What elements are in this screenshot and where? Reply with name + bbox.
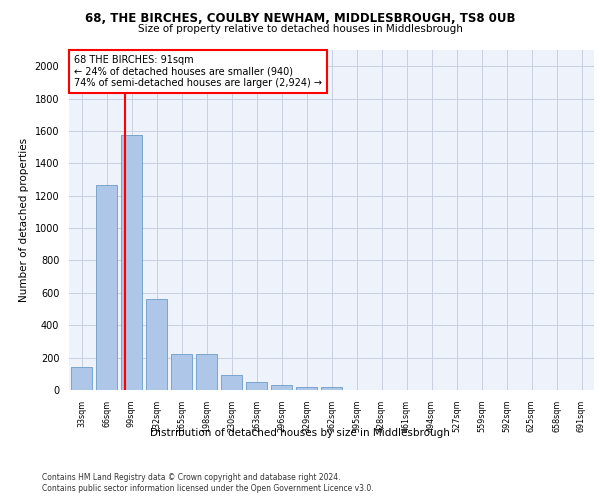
Text: 68 THE BIRCHES: 91sqm
← 24% of detached houses are smaller (940)
74% of semi-det: 68 THE BIRCHES: 91sqm ← 24% of detached … xyxy=(74,55,322,88)
Text: Contains public sector information licensed under the Open Government Licence v3: Contains public sector information licen… xyxy=(42,484,374,493)
Bar xyxy=(246,382,267,390)
Bar xyxy=(221,374,242,390)
Text: Distribution of detached houses by size in Middlesbrough: Distribution of detached houses by size … xyxy=(150,428,450,438)
Bar xyxy=(121,135,142,390)
Bar xyxy=(321,387,342,390)
Bar xyxy=(296,387,317,390)
Bar xyxy=(271,386,292,390)
Text: Contains HM Land Registry data © Crown copyright and database right 2024.: Contains HM Land Registry data © Crown c… xyxy=(42,472,341,482)
Bar xyxy=(146,298,167,390)
Bar xyxy=(71,368,92,390)
Bar xyxy=(196,354,217,390)
Bar xyxy=(171,354,192,390)
Text: Size of property relative to detached houses in Middlesbrough: Size of property relative to detached ho… xyxy=(137,24,463,34)
Bar xyxy=(96,185,117,390)
Text: 68, THE BIRCHES, COULBY NEWHAM, MIDDLESBROUGH, TS8 0UB: 68, THE BIRCHES, COULBY NEWHAM, MIDDLESB… xyxy=(85,12,515,26)
Y-axis label: Number of detached properties: Number of detached properties xyxy=(19,138,29,302)
